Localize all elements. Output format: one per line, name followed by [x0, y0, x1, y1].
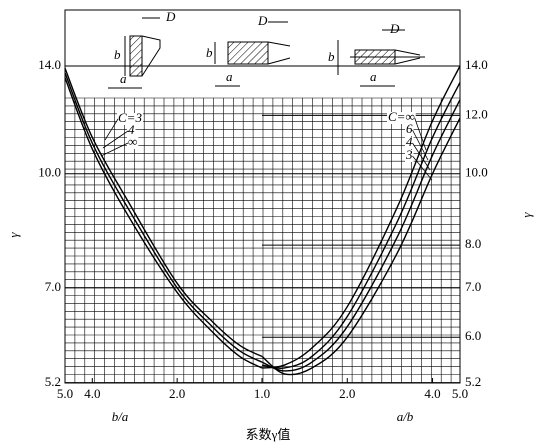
x-tick-label: 1.0 — [254, 386, 270, 401]
legend-leader — [412, 142, 431, 171]
curve — [261, 82, 461, 369]
y-tick-label: 14.0 — [38, 57, 61, 72]
inset-label: D — [389, 21, 400, 36]
y-tick-label: 10.0 — [38, 165, 61, 180]
legend-leader — [100, 142, 129, 157]
y-tick-label: 8.0 — [465, 236, 481, 251]
legend-leader — [412, 155, 433, 181]
y-axis-label: γ — [519, 212, 534, 218]
y-tick-label: 14.0 — [465, 57, 488, 72]
curve — [261, 117, 461, 376]
legend-leader — [104, 118, 119, 141]
x-tick-label: 4.0 — [84, 386, 100, 401]
inset-label: a — [226, 69, 233, 84]
minor-grid — [64, 97, 460, 383]
y-axis-label: γ — [6, 232, 21, 238]
inset-label: D — [257, 13, 268, 28]
x-tick-label: 5.0 — [57, 386, 73, 401]
legend-label: C=∞ — [388, 109, 415, 124]
x-axis-label: a/b — [397, 409, 414, 424]
legend-label: 3 — [405, 147, 413, 162]
curve — [64, 77, 263, 369]
y-tick-label: 5.2 — [465, 374, 481, 389]
inset-label: D — [165, 9, 176, 24]
inset-wedge — [267, 41, 291, 65]
x-axis-label: b/a — [112, 409, 129, 424]
inset-plate — [227, 41, 269, 65]
legend-bg — [127, 125, 136, 137]
legend-bg — [387, 112, 416, 124]
y-tick-label: 7.0 — [465, 279, 481, 294]
x-tick-label: 2.0 — [339, 386, 355, 401]
legend-bg — [117, 113, 143, 125]
curve — [64, 68, 263, 358]
inset-label: a — [120, 71, 127, 86]
legend-bg — [127, 137, 139, 149]
y-tick-label: 5.2 — [45, 374, 61, 389]
legend-bg — [405, 124, 414, 136]
legend-label: ∞ — [128, 134, 137, 149]
y-tick-label: 12.0 — [465, 106, 488, 121]
x-tick-label: 2.0 — [169, 386, 185, 401]
inset-wedge — [141, 35, 161, 77]
y-tick-label: 7.0 — [45, 279, 61, 294]
legend-leader — [102, 130, 129, 149]
legend-bg — [405, 150, 414, 162]
legend-label: 6 — [406, 121, 413, 136]
chart-title: 系数γ值 — [246, 427, 291, 442]
x-tick-label: 5.0 — [452, 386, 468, 401]
legend-leader — [412, 129, 429, 161]
y-tick-label: 10.0 — [465, 165, 488, 180]
legend-label: 4 — [128, 122, 135, 137]
inset-label: b — [206, 45, 213, 60]
legend-label: C=3 — [118, 110, 142, 125]
inset-label: a — [370, 69, 377, 84]
inset-wedge — [350, 49, 425, 65]
x-tick-label: 4.0 — [424, 386, 440, 401]
legend-label: 4 — [406, 134, 413, 149]
legend-leader — [414, 117, 427, 151]
inset-plate — [129, 35, 143, 77]
inset-label: b — [114, 47, 121, 62]
inset-label: b — [328, 49, 335, 64]
curve — [64, 72, 263, 363]
curve — [261, 99, 461, 372]
curve — [261, 65, 461, 369]
legend-bg — [405, 137, 414, 149]
y-tick-label: 6.0 — [465, 328, 481, 343]
